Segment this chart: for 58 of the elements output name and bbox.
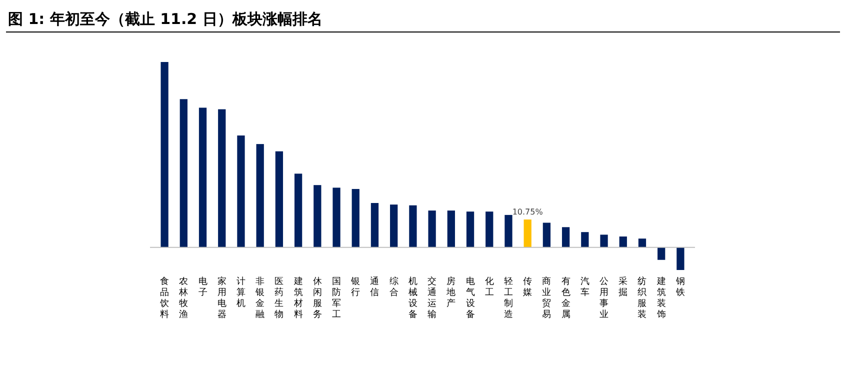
x-tick-label: 房地产 — [446, 276, 456, 309]
x-tick-label: 电气设备 — [466, 276, 475, 320]
bar — [486, 212, 494, 248]
bar — [294, 174, 302, 248]
bar — [638, 238, 646, 248]
bar — [390, 204, 398, 248]
x-tick-label: 休闲服务 — [312, 276, 322, 320]
bar — [237, 135, 245, 248]
x-tick-label: 银行 — [350, 276, 360, 298]
bar — [409, 205, 417, 248]
x-tick-label: 传媒 — [523, 276, 532, 298]
x-tick-label: 通信 — [370, 276, 380, 298]
bar — [198, 108, 207, 248]
bar — [562, 227, 570, 248]
bar — [314, 185, 322, 248]
x-tick-label: 国防军工 — [332, 277, 342, 320]
x-tick-label: 交通运输 — [428, 276, 437, 320]
x-tick-label: 机械设备 — [408, 276, 418, 320]
x-tick-label: 综合 — [389, 276, 398, 298]
bar — [447, 210, 455, 248]
bar — [160, 62, 168, 248]
bar — [218, 109, 226, 248]
bar — [658, 247, 666, 260]
bar — [332, 188, 340, 248]
bar — [619, 236, 627, 248]
x-tick-label: 电子 — [198, 276, 208, 298]
x-tick-label: 医药生物 — [274, 276, 284, 320]
chart-title: 图 1: 年初至今（截止 11.2 日）板块涨幅排名 — [8, 10, 322, 28]
x-tick-label: 纺织服装 — [638, 276, 647, 320]
bar — [256, 144, 264, 248]
x-tick-label: 商业贸易 — [542, 276, 552, 320]
bar — [428, 210, 436, 248]
bar — [466, 212, 474, 248]
bar — [180, 99, 188, 248]
bar — [581, 232, 589, 248]
x-tick-label: 钢铁 — [674, 276, 685, 298]
bar — [504, 214, 512, 248]
bar — [600, 234, 608, 248]
x-tick-label: 建筑装饰 — [656, 276, 666, 320]
x-tick-label: 建筑材料 — [292, 276, 303, 320]
bar — [676, 247, 684, 270]
bar — [370, 203, 379, 248]
x-tick-label: 轻工制造 — [504, 276, 513, 320]
x-tick-label: 有色金属 — [561, 276, 570, 320]
x-tick-label: 非银金融 — [254, 276, 265, 320]
x-tick-label: 采掘 — [618, 276, 628, 298]
x-tick-label: 公用事业 — [600, 276, 609, 320]
x-tick-label: 汽车 — [580, 276, 590, 298]
bar — [542, 222, 551, 248]
data-label: 10.75% — [512, 207, 544, 216]
bar — [275, 151, 284, 248]
x-tick-label: 家用电器 — [217, 276, 226, 320]
x-tick-label: 农林牧渔 — [178, 276, 188, 320]
x-tick-label: 化工 — [484, 276, 494, 298]
bar — [524, 219, 532, 248]
x-tick-label: 食品饮料 — [159, 276, 170, 320]
x-tick-label: 计算机 — [236, 276, 246, 309]
bar — [352, 188, 360, 248]
